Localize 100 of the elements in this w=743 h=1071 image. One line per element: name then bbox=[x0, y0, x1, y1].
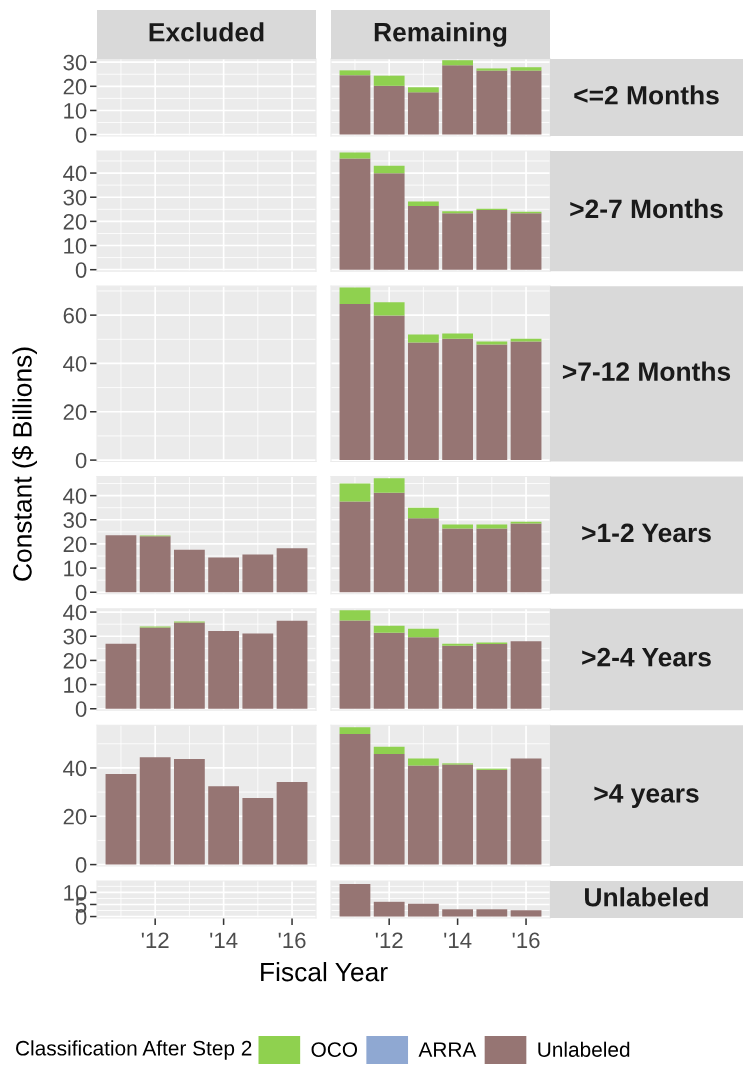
bar bbox=[407, 637, 439, 709]
bar bbox=[139, 757, 171, 865]
bar bbox=[476, 68, 508, 71]
y-axis-title: Constant ($ Billions) bbox=[11, 347, 37, 581]
bar bbox=[476, 769, 508, 865]
bar bbox=[442, 65, 474, 135]
bar bbox=[242, 633, 274, 709]
bar bbox=[339, 620, 371, 709]
bar bbox=[339, 883, 371, 917]
bar bbox=[373, 173, 405, 270]
bar bbox=[407, 507, 439, 519]
y-tick-label: 20 bbox=[63, 808, 87, 825]
y-tick-label: 40 bbox=[63, 760, 87, 777]
bar bbox=[339, 70, 371, 76]
y-tick-label: 20 bbox=[63, 404, 87, 421]
bar bbox=[407, 758, 439, 766]
y-tick-label: 0 bbox=[75, 127, 87, 143]
y-tick-label: 20 bbox=[63, 536, 87, 553]
y-tick-label: 20 bbox=[63, 78, 87, 95]
text: <=2 Months bbox=[574, 85, 719, 105]
bar bbox=[339, 610, 371, 621]
bar bbox=[339, 733, 371, 865]
bar bbox=[510, 910, 542, 917]
bar bbox=[442, 645, 474, 709]
bar bbox=[208, 786, 240, 865]
bar bbox=[208, 557, 240, 593]
bar bbox=[339, 501, 371, 593]
y-tick-label: 40 bbox=[63, 604, 87, 621]
bar bbox=[242, 797, 274, 865]
bar bbox=[510, 341, 542, 461]
bar bbox=[442, 213, 474, 270]
bar bbox=[105, 643, 137, 709]
y-tick-label: 60 bbox=[63, 307, 87, 324]
bar bbox=[373, 753, 405, 865]
bar bbox=[373, 625, 405, 633]
bar bbox=[510, 523, 542, 593]
bar bbox=[373, 746, 405, 754]
bar bbox=[208, 630, 240, 709]
bar bbox=[442, 528, 474, 593]
y-tick-label: 40 bbox=[63, 355, 87, 372]
text: >1-2 Years bbox=[582, 523, 711, 543]
chart-title: Excluded bbox=[149, 22, 264, 42]
y-tick-label: 40 bbox=[63, 165, 87, 182]
bar bbox=[442, 524, 474, 529]
bar bbox=[373, 85, 405, 135]
y-tick-label: 0 bbox=[75, 262, 87, 278]
y-tick-label: 10 bbox=[64, 677, 87, 693]
x-tick-label: '14 bbox=[210, 932, 238, 948]
bar bbox=[407, 205, 439, 270]
y-tick-label: 20 bbox=[63, 213, 87, 230]
y-tick-label: 0 bbox=[75, 584, 87, 601]
bar bbox=[476, 341, 508, 345]
bar bbox=[276, 548, 308, 593]
legend-label: ARRA bbox=[418, 1042, 477, 1057]
y-tick-label: 30 bbox=[63, 512, 87, 529]
bar bbox=[339, 483, 371, 502]
bar bbox=[407, 518, 439, 593]
x-axis-title: Fiscal Year bbox=[261, 962, 388, 982]
x-tick-label: '16 bbox=[512, 932, 540, 949]
bar bbox=[173, 759, 205, 865]
bar bbox=[373, 632, 405, 709]
bar bbox=[373, 165, 405, 174]
y-tick-label: 20 bbox=[63, 652, 87, 669]
x-tick-label: '16 bbox=[278, 932, 306, 949]
x-tick-label: '12 bbox=[141, 932, 169, 948]
bar bbox=[476, 70, 508, 135]
bar bbox=[407, 628, 439, 638]
legend-title: Classification After Step 2 bbox=[16, 1040, 252, 1060]
bar bbox=[105, 535, 137, 593]
chart-title: Remaining bbox=[374, 22, 507, 47]
bar bbox=[373, 492, 405, 593]
bar bbox=[476, 909, 508, 917]
bar bbox=[339, 158, 371, 270]
bar bbox=[476, 643, 508, 709]
y-tick-label: 0 bbox=[75, 857, 87, 873]
bar bbox=[407, 92, 439, 135]
bar bbox=[373, 901, 405, 917]
text: >7-12 Months bbox=[562, 361, 731, 381]
bar bbox=[510, 641, 542, 709]
text: >2-7 Months bbox=[570, 198, 723, 219]
bar bbox=[139, 536, 171, 593]
bar bbox=[510, 70, 542, 135]
bar bbox=[407, 334, 439, 343]
bar bbox=[339, 152, 371, 159]
bar bbox=[407, 87, 439, 93]
y-tick-label: 30 bbox=[63, 189, 87, 206]
bar bbox=[442, 764, 474, 865]
bar bbox=[173, 549, 205, 593]
bar bbox=[373, 478, 405, 493]
bar bbox=[373, 75, 405, 86]
legend-label: OCO bbox=[311, 1042, 358, 1057]
bar bbox=[276, 620, 308, 709]
bar bbox=[476, 524, 508, 529]
bar bbox=[476, 210, 508, 270]
bar bbox=[407, 201, 439, 206]
bar bbox=[442, 909, 474, 917]
legend-label: Unlabeled bbox=[538, 1041, 630, 1057]
y-tick-label: 30 bbox=[63, 628, 87, 645]
x-tick-label: '14 bbox=[444, 932, 472, 948]
bar bbox=[407, 903, 439, 917]
